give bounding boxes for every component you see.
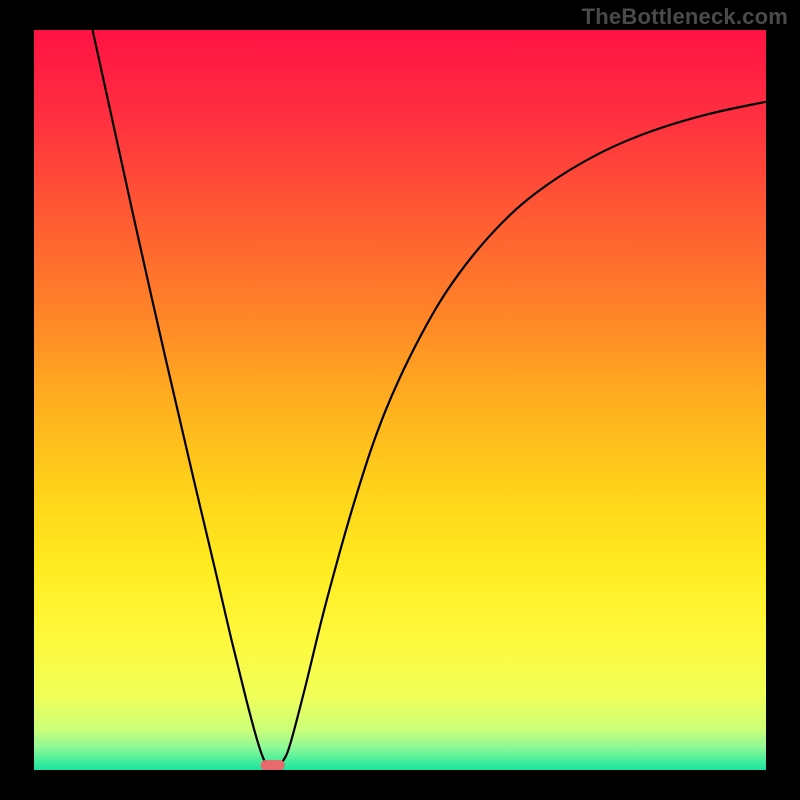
bottleneck-chart-svg: [34, 30, 766, 770]
watermark-text: TheBottleneck.com: [582, 4, 788, 30]
bottleneck-curve: [93, 30, 766, 768]
optimal-marker: [261, 760, 285, 770]
chart-plot-area: [34, 30, 766, 770]
